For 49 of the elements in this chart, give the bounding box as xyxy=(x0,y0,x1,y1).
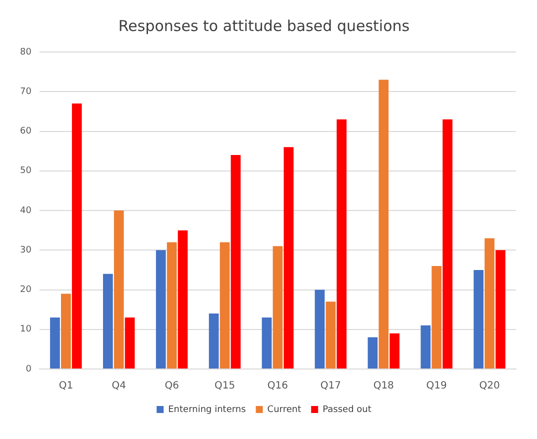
x-tick-label: Q4 xyxy=(112,380,126,392)
bar xyxy=(262,317,272,368)
bar xyxy=(484,238,494,368)
bar xyxy=(474,270,484,368)
chart-title: Responses to attitude based questions xyxy=(118,16,410,35)
bar xyxy=(336,119,347,368)
y-tick-label: 80 xyxy=(20,47,32,58)
bar xyxy=(103,274,113,368)
y-tick-label: 30 xyxy=(20,245,32,256)
legend-label: Passed out xyxy=(322,404,372,415)
y-tick-label: 60 xyxy=(20,126,32,137)
bar xyxy=(378,80,389,368)
bar xyxy=(442,119,452,368)
bar xyxy=(272,246,283,368)
bar xyxy=(72,104,82,368)
y-tick-label: 40 xyxy=(20,206,32,216)
bar xyxy=(178,230,188,368)
x-tick-label: Q6 xyxy=(164,380,179,392)
bar xyxy=(230,155,241,368)
x-tick-label: Q15 xyxy=(214,380,236,392)
bar xyxy=(50,317,60,368)
bar xyxy=(166,242,177,368)
y-tick-label: 20 xyxy=(20,285,32,296)
bar xyxy=(208,314,219,368)
y-tick-label: 50 xyxy=(20,166,32,176)
bar xyxy=(61,294,71,368)
y-tick-label: 70 xyxy=(20,86,32,97)
bar xyxy=(220,242,230,368)
legend-label: Enterning interns xyxy=(168,404,246,415)
bar xyxy=(156,250,166,368)
y-tick-label: 10 xyxy=(20,324,32,335)
bar xyxy=(284,147,294,368)
bar xyxy=(420,325,431,368)
bar xyxy=(390,333,400,368)
bar xyxy=(368,337,378,368)
x-tick-label: Q20 xyxy=(479,380,500,392)
bar xyxy=(314,290,325,368)
bar xyxy=(432,266,442,368)
bar xyxy=(114,210,124,368)
bar xyxy=(496,250,506,368)
x-tick-label: Q1 xyxy=(58,380,74,392)
legend-label: Current xyxy=(267,404,302,415)
y-tick-label: 0 xyxy=(26,364,32,374)
x-tick-label: Q16 xyxy=(267,380,288,392)
x-tick-label: Q19 xyxy=(426,380,447,392)
bar xyxy=(124,317,135,368)
x-tick-label: Q18 xyxy=(373,380,394,392)
x-tick-label: Q17 xyxy=(320,380,341,392)
bar xyxy=(326,302,336,368)
